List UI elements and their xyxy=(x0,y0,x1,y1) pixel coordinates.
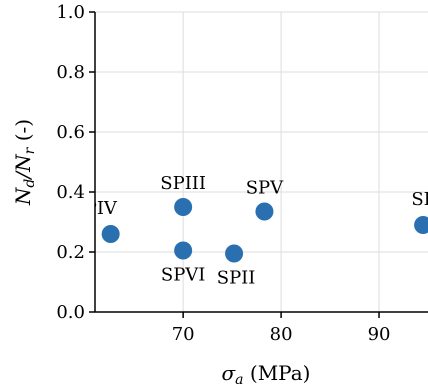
y-tick-label-0: 0.0 xyxy=(56,302,85,323)
point-label-spii: SPII xyxy=(217,268,256,289)
ticks-layer: 0.0 0.2 0.4 0.6 0.8 1.0 70 80 90 xyxy=(56,2,390,345)
axes-layer xyxy=(94,12,428,313)
points-layer xyxy=(101,198,428,263)
data-point-spiv xyxy=(101,225,120,243)
grid-layer xyxy=(95,11,428,313)
point-label-spiii: SPIII xyxy=(160,173,206,194)
data-point-spii xyxy=(225,244,244,263)
point-label-spi: SPI xyxy=(411,189,428,210)
x-tick-label-2: 90 xyxy=(368,324,391,345)
y-tick-label-5: 1.0 xyxy=(56,2,85,23)
y-tick-label-3: 0.6 xyxy=(56,122,85,143)
point-labels-layer: SPIV SPIII SPVI SPII SPV SPI xyxy=(72,173,428,289)
y-axis-label: Nd/Nr (-) xyxy=(11,119,38,206)
data-point-spv xyxy=(255,202,274,221)
point-label-spv: SPV xyxy=(246,178,284,199)
x-tick-label-0: 70 xyxy=(172,324,195,345)
data-point-spi xyxy=(414,216,428,234)
data-point-spvi xyxy=(174,241,193,260)
y-tick-label-4: 0.8 xyxy=(56,62,85,83)
point-label-spvi: SPVI xyxy=(161,265,206,286)
y-tick-label-2: 0.4 xyxy=(56,182,85,203)
point-label-spiv: SPIV xyxy=(72,198,118,219)
data-point-spiii xyxy=(174,198,193,216)
x-tick-label-1: 80 xyxy=(270,324,293,345)
y-tick-label-1: 0.2 xyxy=(56,242,85,263)
x-axis-label: σa (MPa) xyxy=(222,361,311,388)
